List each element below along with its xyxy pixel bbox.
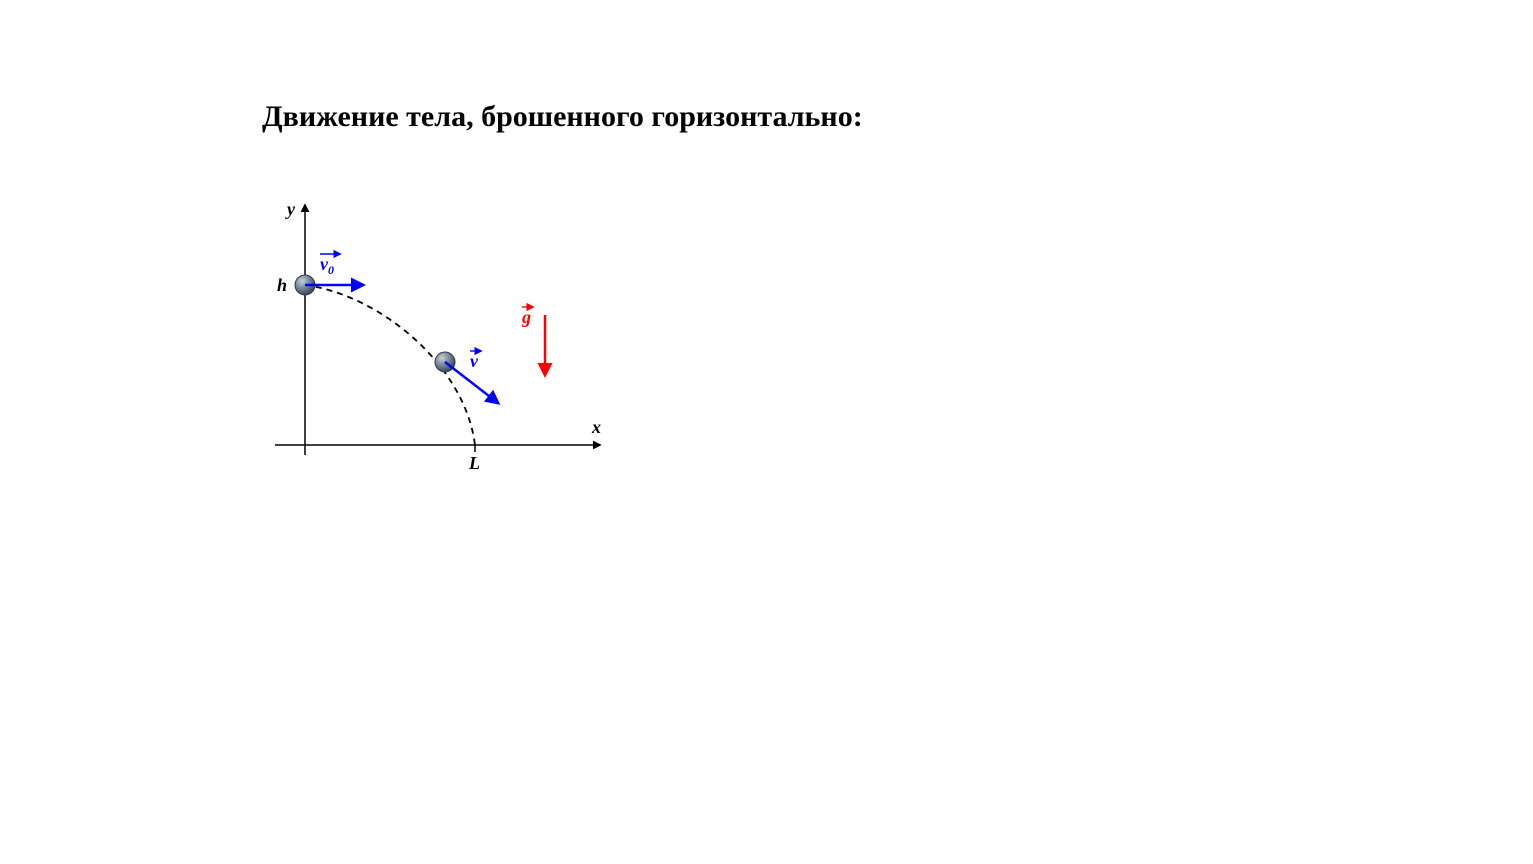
- svg-text:v0: v0: [320, 254, 334, 277]
- diagram-svg: y x h Lv0 v g: [250, 195, 620, 485]
- projectile-diagram: y x h Lv0 v g: [250, 195, 620, 485]
- svg-text:x: x: [591, 417, 601, 437]
- svg-text:L: L: [468, 453, 480, 473]
- svg-text:v: v: [470, 351, 479, 371]
- svg-text:y: y: [285, 199, 296, 219]
- svg-text:g: g: [521, 307, 531, 327]
- svg-text:h: h: [277, 275, 287, 295]
- page-title: Движение тела, брошенного горизонтально:: [262, 100, 863, 134]
